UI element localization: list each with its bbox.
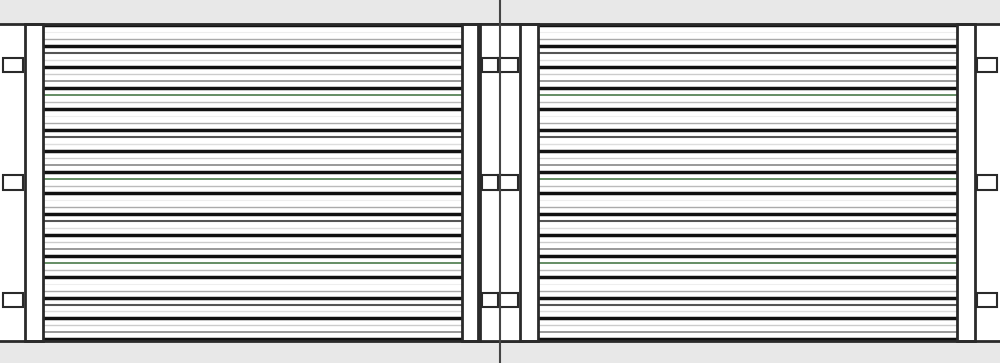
Bar	[0, 24, 43, 341]
Bar	[977, 58, 997, 72]
Bar	[3, 293, 23, 307]
Bar	[3, 175, 23, 189]
Bar	[25, 24, 480, 341]
Bar	[462, 24, 522, 341]
Bar	[3, 58, 23, 72]
Bar	[482, 58, 502, 72]
Bar	[977, 293, 997, 307]
Bar	[482, 175, 502, 189]
Bar	[498, 175, 518, 189]
Bar	[498, 58, 518, 72]
Bar	[478, 24, 538, 341]
Bar	[25, 24, 480, 341]
Bar	[957, 24, 1000, 341]
Bar	[520, 24, 975, 341]
Bar	[482, 293, 502, 307]
Bar	[498, 293, 518, 307]
Bar	[520, 24, 975, 341]
Bar	[977, 175, 997, 189]
